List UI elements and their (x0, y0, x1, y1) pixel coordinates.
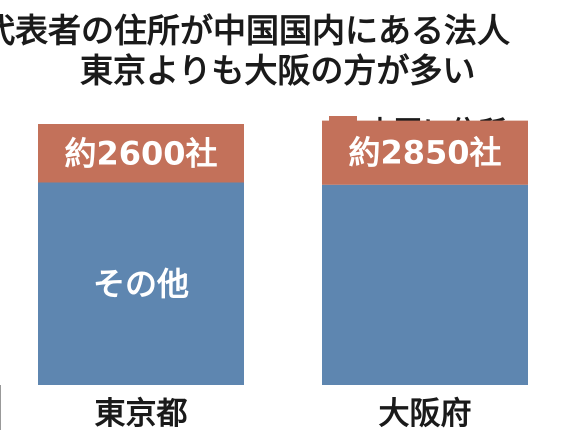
bar-tokyo-china (38, 124, 244, 183)
chart-title-line-2: 東京よりも大阪の方が多い (80, 51, 475, 90)
bar-label-tokyo-other: その他 (93, 265, 189, 303)
bar-label-osaka-china: 約2850社 (348, 134, 501, 172)
bar-osaka-china (322, 120, 528, 185)
bar-label-tokyo-china: 約2600社 (64, 134, 217, 172)
category-label-osaka: 大阪府 (379, 396, 472, 430)
category-label-tokyo: 東京都 (95, 396, 188, 430)
bar-tokyo-other (38, 182, 244, 385)
bars: その他 約2600社 約2850社 (38, 120, 528, 385)
bar-osaka-other (322, 184, 528, 385)
chart-title-line-1: 代表者の住所が中国国内にある法人 (0, 11, 510, 50)
